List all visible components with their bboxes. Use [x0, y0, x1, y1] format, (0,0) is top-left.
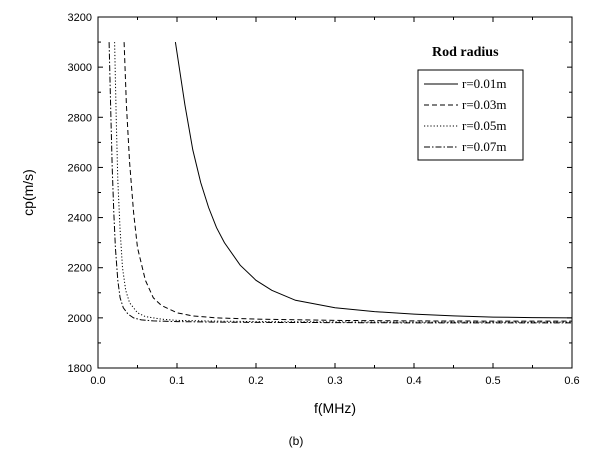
ticks-layer: 0.0 0.1 0.2 0.3 0.4 0.5 0.6 1800 2000 2200 2400 260…	[68, 12, 580, 387]
legend-label: r=0.01m	[462, 76, 507, 91]
series-line-1	[174, 42, 572, 319]
series-line-3	[114, 42, 572, 323]
y-axis-title: cp(m/s)	[20, 169, 36, 216]
x-tick-label: 0.2	[248, 375, 263, 387]
y-tick-label: 1800	[68, 363, 92, 375]
y-tick-label: 3000	[68, 62, 92, 74]
y-tick-label: 2200	[68, 263, 92, 275]
series-layer	[108, 42, 572, 324]
series-line-4	[108, 42, 572, 324]
x-tick-label: 0.6	[564, 375, 579, 387]
legend-label: r=0.03m	[462, 97, 507, 112]
legend-label: r=0.07m	[462, 139, 507, 154]
y-tick-label: 2600	[68, 162, 92, 174]
x-tick-label: 0.4	[406, 375, 421, 387]
legend: r=0.01m r=0.03m r=0.05m r=0.07m	[417, 69, 524, 161]
y-tick-label: 2800	[68, 112, 92, 124]
y-tick-label: 3200	[68, 12, 92, 24]
series-line-2	[123, 42, 572, 322]
x-tick-label: 0.3	[327, 375, 342, 387]
legend-title: Rod radius	[432, 45, 499, 60]
figure-caption: (b)	[289, 434, 304, 448]
y-tick-label: 2400	[68, 213, 92, 225]
y-tick-label: 2000	[68, 313, 92, 325]
legend-box	[417, 69, 524, 161]
x-axis-title: f(MHz)	[314, 400, 356, 416]
legend-label: r=0.05m	[462, 118, 507, 133]
x-tick-label: 0.1	[169, 375, 184, 387]
x-tick-label: 0.5	[485, 375, 500, 387]
x-tick-label: 0.0	[90, 375, 105, 387]
series-group	[108, 42, 572, 324]
